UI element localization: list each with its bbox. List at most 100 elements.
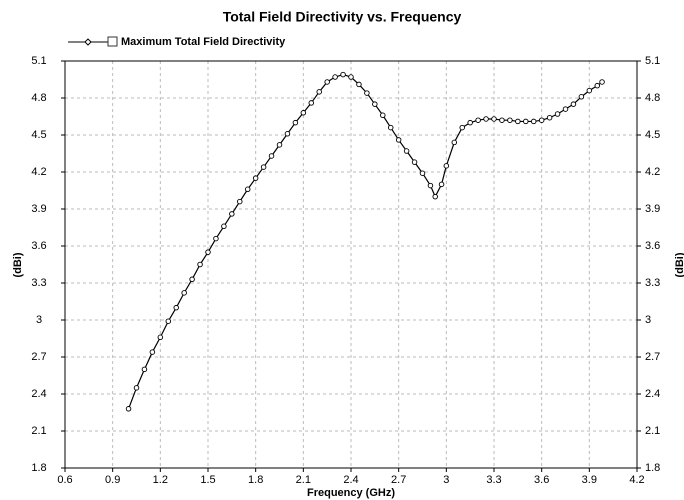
data-point [237, 198, 243, 205]
y2-tick-label: 2.4 [645, 388, 660, 400]
y2-tick-label: 2.1 [645, 425, 660, 437]
data-point [570, 101, 577, 107]
data-point [483, 116, 489, 122]
data-point [432, 193, 438, 200]
x-tick-label: 3 [443, 474, 449, 486]
y-tick-label: 4.8 [31, 92, 46, 104]
y-tick-label: 2.7 [31, 351, 46, 363]
y2-tick-label: 4.5 [645, 129, 660, 141]
y2-tick-label: 4.8 [645, 92, 660, 104]
data-point [189, 276, 195, 283]
x-tick-label: 2.4 [343, 474, 358, 486]
legend-label: Maximum Total Field Directivity [121, 36, 286, 48]
y2-tick-label: 3.6 [645, 240, 660, 252]
data-point [372, 101, 378, 107]
data-point [260, 164, 267, 170]
data-point [308, 100, 315, 106]
data-point [530, 118, 537, 125]
data-point [380, 112, 386, 119]
x-tick-label: 0.6 [57, 474, 72, 486]
data-point [586, 87, 593, 94]
data-point [165, 318, 172, 324]
data-point [554, 111, 561, 117]
data-point [451, 139, 458, 146]
data-point [475, 117, 481, 123]
data-point [324, 79, 330, 85]
data-point [411, 159, 418, 165]
data-point [356, 81, 362, 88]
data-point [419, 170, 426, 176]
y2-tick-label: 5.1 [645, 55, 660, 67]
data-point [599, 79, 605, 85]
legend-checkbox[interactable] [107, 36, 118, 47]
data-point [443, 163, 450, 169]
data-point [157, 334, 164, 341]
plot-frame [64, 60, 638, 469]
y-tick-label: 3.3 [31, 277, 46, 289]
data-point [523, 118, 529, 125]
y2-tick-label: 3 [645, 314, 651, 326]
y-tick-label: 4.5 [31, 129, 46, 141]
data-point [221, 223, 227, 230]
data-point [125, 406, 132, 412]
y2-tick-label: 2.7 [645, 351, 660, 363]
data-point [268, 153, 275, 159]
x-tick-label: 1.5 [200, 474, 215, 486]
data-point [467, 119, 473, 126]
data-point [578, 94, 585, 100]
data-point [276, 142, 283, 148]
y-tick-label: 1.8 [31, 462, 46, 474]
data-point [244, 186, 251, 193]
y-tick-label: 2.1 [31, 425, 46, 437]
data-point [284, 131, 291, 137]
data-point [427, 182, 434, 189]
y2-tick-label: 4.2 [645, 166, 660, 178]
data-point [364, 90, 370, 96]
data-point [395, 137, 402, 143]
x-axis-label: Frequency (GHz) [307, 487, 395, 499]
data-point [499, 117, 505, 123]
y-tick-label: 3.6 [31, 240, 46, 252]
x-tick-label: 1.8 [248, 474, 263, 486]
data-point [149, 349, 156, 355]
data-point [300, 110, 307, 116]
data-point [181, 290, 187, 296]
data-point [141, 366, 148, 373]
data-point [173, 304, 179, 311]
data-point [546, 114, 553, 121]
data-point [387, 124, 394, 131]
x-tick-label: 3.3 [486, 474, 501, 486]
x-tick-label: 3.9 [582, 474, 597, 486]
data-point [213, 235, 219, 242]
y-tick-label: 4.2 [31, 166, 46, 178]
y2-axis-label: (dBi) [674, 252, 684, 277]
data-point [229, 211, 235, 217]
y-tick-label: 5.1 [31, 55, 46, 67]
y-tick-label: 3.9 [31, 203, 46, 215]
data-point [252, 175, 259, 181]
legend-marker [84, 38, 92, 46]
data-point [332, 74, 338, 80]
chart-title: Total Field Directivity vs. Frequency [223, 9, 462, 25]
data-point [491, 116, 497, 122]
y-axis-label: (dBi) [12, 252, 24, 277]
x-tick-label: 3.6 [534, 474, 549, 486]
x-tick-label: 0.9 [105, 474, 120, 486]
data-point [507, 117, 513, 123]
x-tick-label: 1.2 [153, 474, 168, 486]
x-tick-label: 2.1 [296, 474, 311, 486]
data-point [562, 106, 569, 112]
data-point [316, 89, 322, 95]
data-point [515, 118, 521, 125]
data-point [205, 249, 211, 255]
data-point [133, 385, 140, 391]
data-point [292, 119, 299, 126]
y-tick-label: 2.4 [31, 388, 46, 400]
y2-tick-label: 3.3 [645, 277, 660, 289]
x-tick-label: 2.7 [391, 474, 406, 486]
x-tick-label: 4.2 [629, 474, 644, 486]
data-point [340, 71, 346, 78]
y2-tick-label: 3.9 [645, 203, 660, 215]
data-point [197, 261, 203, 268]
